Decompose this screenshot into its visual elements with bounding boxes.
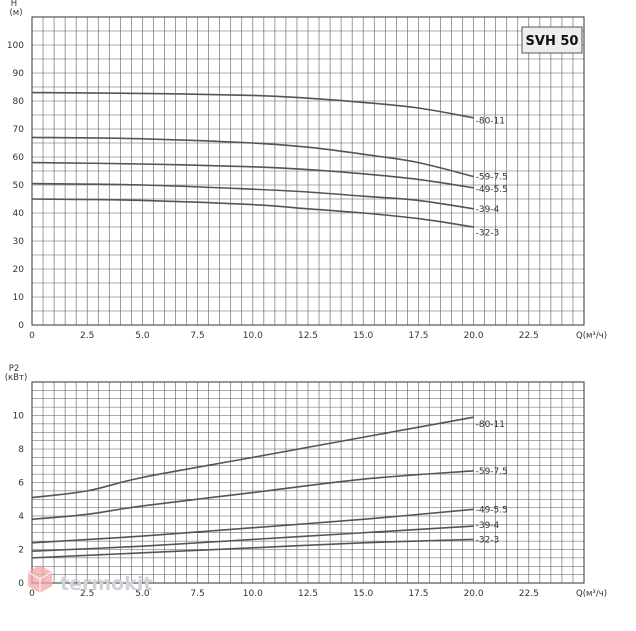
x-tick-label: 12.5	[298, 589, 318, 599]
x-tick-label: 5.0	[135, 589, 150, 599]
curve-80-11	[31, 416, 474, 499]
y-tick-label: 70	[13, 125, 25, 135]
x-axis-label: Q(м³/ч)	[576, 589, 607, 599]
bottom-chart: 0 2.5 5.0 7.5 10.0 12.5 15.0 17.5 20.0 22.5 0 2 4 6 8 1…	[5, 364, 607, 599]
series-label: -80-11	[476, 420, 505, 430]
x-tick-label: 0	[29, 331, 35, 341]
watermark-logo-icon	[27, 565, 53, 593]
y-tick-label: 0	[18, 579, 24, 589]
y-axis-label: P2	[9, 364, 20, 374]
curve-80-11	[31, 91, 474, 119]
curve-59-7_5	[31, 136, 474, 178]
y-tick-label: 40	[13, 209, 25, 219]
x-tick-label: 20.0	[464, 589, 484, 599]
curve-32-3	[31, 198, 474, 228]
series-label: -32-3	[476, 229, 500, 239]
x-tick-label: 17.5	[408, 589, 428, 599]
y-tick-label: 30	[13, 237, 25, 247]
x-tick-label: 22.5	[519, 589, 539, 599]
y-tick-label: 20	[13, 265, 25, 275]
y-axis-unit: (м)	[9, 8, 22, 18]
series-label: -59-7.5	[476, 173, 508, 183]
y-axis-label: H	[11, 0, 17, 9]
model-badge-text: SVH 50	[526, 34, 579, 49]
x-tick-label: 7.5	[190, 589, 204, 599]
x-tick-label: 2.5	[80, 331, 94, 341]
x-axis-label: Q(м³/ч)	[576, 331, 607, 341]
plot-frame	[31, 16, 585, 326]
y-tick-label: 50	[13, 181, 25, 191]
grid	[31, 381, 585, 584]
series-label: -39-4	[476, 521, 500, 531]
x-tick-label: 22.5	[519, 331, 539, 341]
curve-39-4	[31, 182, 474, 210]
y-tick-label: 10	[13, 293, 25, 303]
y-tick-label: 8	[18, 445, 24, 455]
series-label: -49-5.5	[476, 185, 508, 195]
x-tick-label: 7.5	[190, 331, 204, 341]
x-tick-label: 0	[29, 589, 35, 599]
y-tick-label: 2	[18, 546, 24, 556]
grid	[31, 16, 585, 326]
y-tick-label: 10	[13, 412, 25, 422]
x-tick-label: 17.5	[408, 331, 428, 341]
plot-frame	[31, 381, 585, 584]
y-tick-label: 6	[18, 479, 24, 489]
x-tick-label: 10.0	[243, 589, 263, 599]
model-badge: SVH 50	[521, 26, 583, 54]
y-tick-label: 90	[13, 69, 25, 79]
watermark-text: termokit	[60, 573, 152, 595]
series-label: -32-3	[476, 535, 500, 545]
curve-32-3	[31, 538, 474, 559]
x-tick-label: 10.0	[243, 331, 263, 341]
x-tick-label: 2.5	[80, 589, 94, 599]
x-tick-label: 20.0	[464, 331, 484, 341]
series-label: -59-7.5	[476, 467, 508, 477]
y-tick-label: 0	[18, 321, 24, 331]
curve-39-4	[31, 525, 474, 552]
y-tick-label: 60	[13, 153, 25, 163]
y-tick-label: 80	[13, 97, 25, 107]
x-tick-label: 12.5	[298, 331, 318, 341]
x-tick-label: 15.0	[353, 589, 373, 599]
y-axis-unit: (кВт)	[5, 373, 28, 383]
series-label: -39-4	[476, 205, 500, 215]
y-tick-label: 4	[18, 512, 24, 522]
curve-59-7_5	[31, 469, 474, 521]
model-badge-box	[521, 26, 583, 54]
series-label: -80-11	[476, 117, 505, 127]
x-tick-label: 5.0	[135, 331, 150, 341]
x-tick-label: 15.0	[353, 331, 373, 341]
curve-49-5_5	[31, 508, 474, 544]
curve-49-5_5	[31, 161, 474, 189]
watermark: termokit	[27, 565, 152, 595]
series-label: -49-5.5	[476, 505, 508, 515]
y-tick-label: 100	[7, 41, 24, 51]
top-chart: 0 2.5 5.0 7.5 10.0 12.5 15.0 17.5 20.0 22.5 0 10 20 3…	[7, 0, 607, 341]
